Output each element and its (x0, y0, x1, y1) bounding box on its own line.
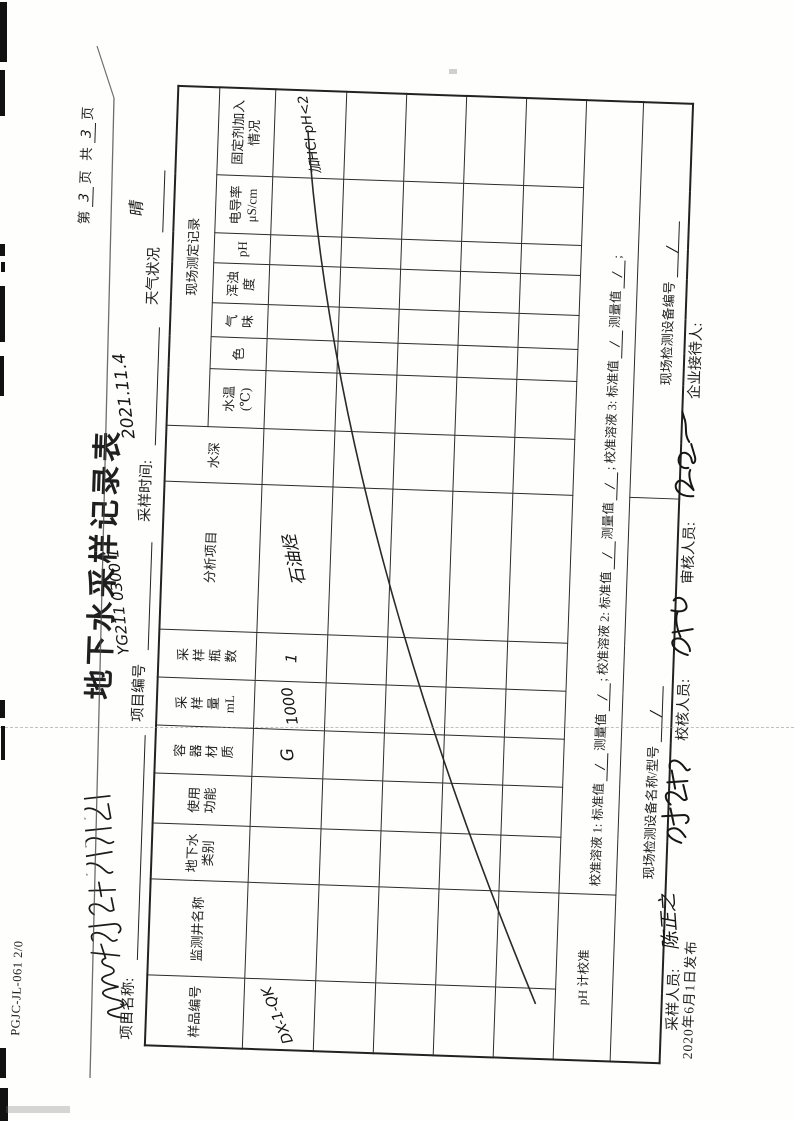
sampler-signature-2 (661, 759, 691, 844)
checker-signature (670, 596, 694, 656)
signature-line: 采样人员: 陈正之 校核人员: 审核人员: 企业接待人: (653, 79, 728, 1090)
reviewer-signature (674, 410, 697, 498)
